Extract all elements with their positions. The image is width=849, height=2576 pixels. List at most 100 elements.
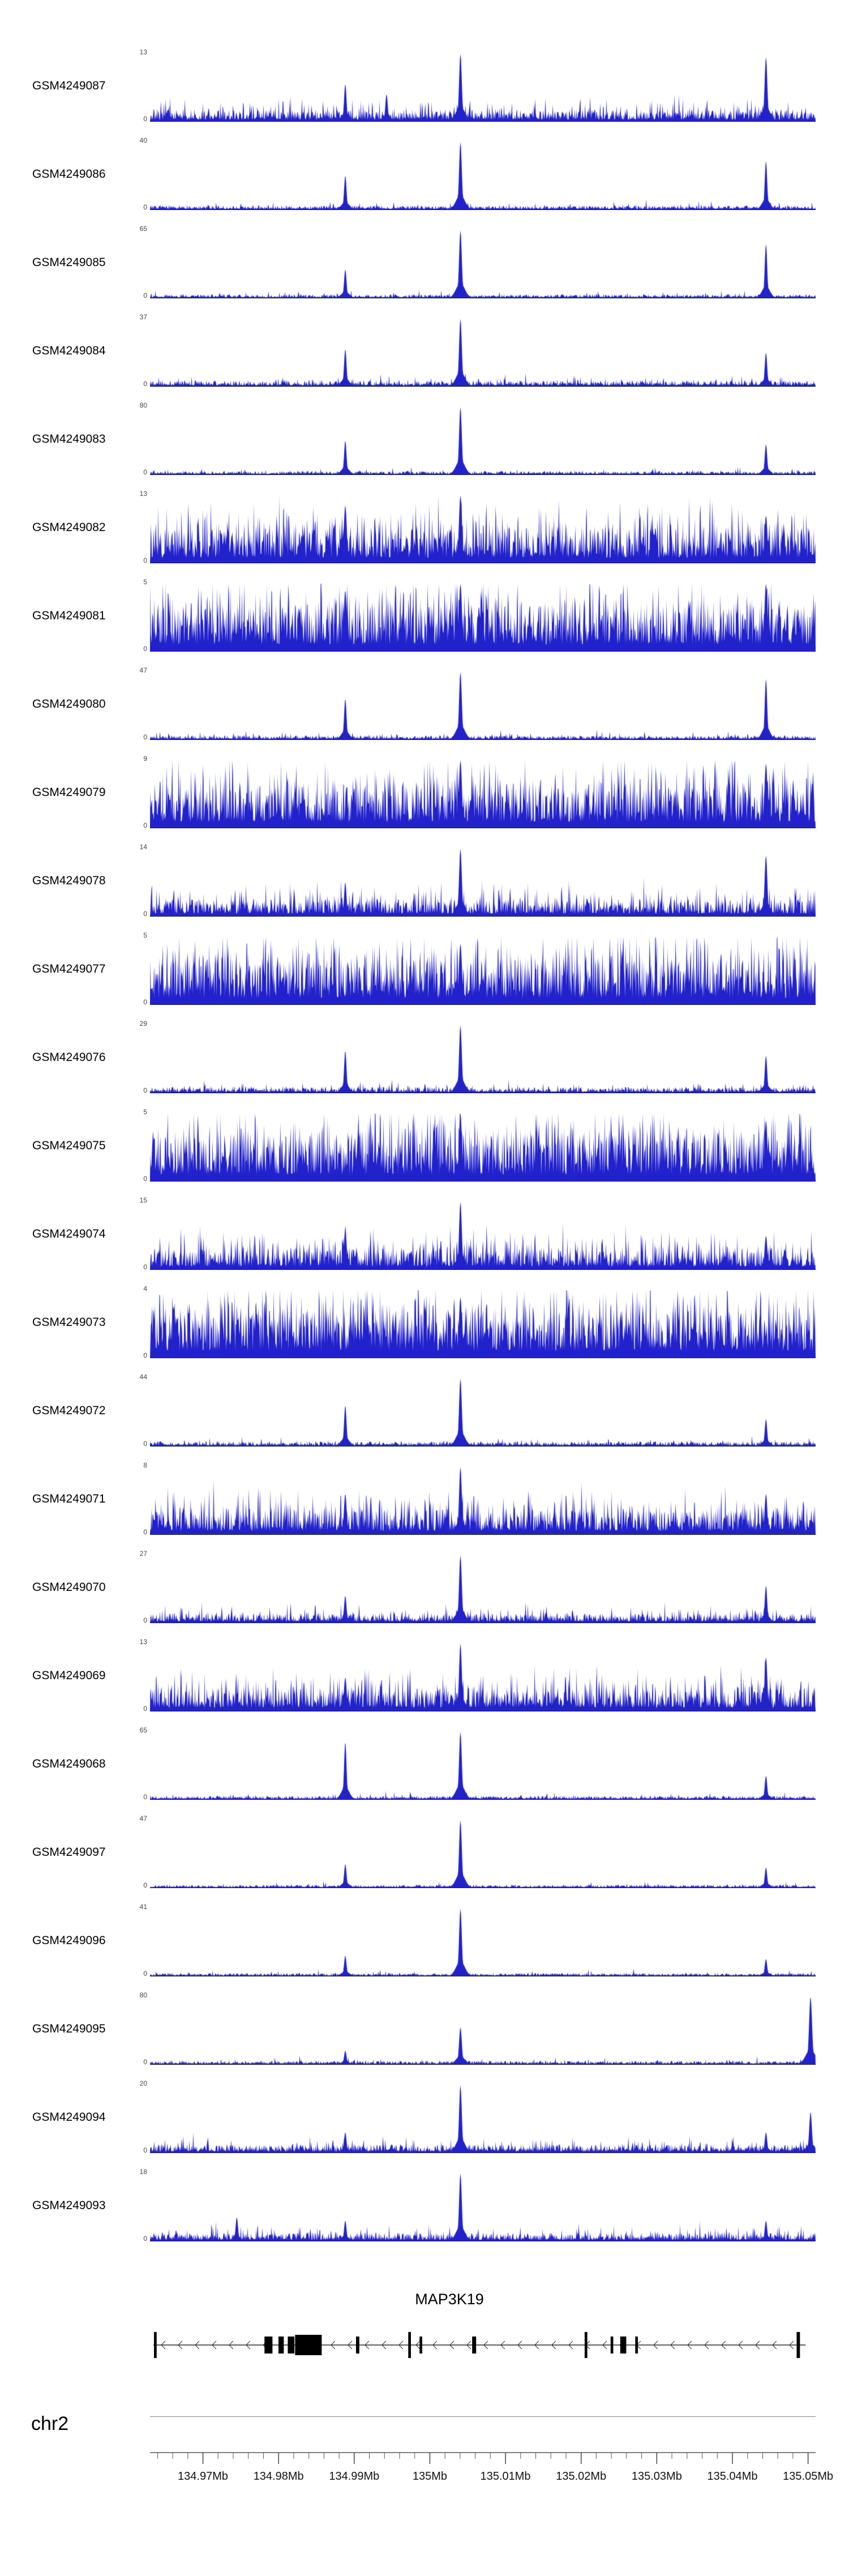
track-label: GSM4249093: [32, 2199, 106, 2212]
track-label: GSM4249087: [32, 79, 106, 92]
track-signal-canvas: [150, 317, 816, 386]
strand-arrow-icon: [398, 2340, 404, 2350]
exon-box: [408, 2332, 411, 2358]
track-row: GSM4249096 41 0: [0, 1894, 849, 1983]
strand-arrow-icon: [212, 2340, 217, 2350]
exon-box: [419, 2337, 422, 2354]
track-plot: [150, 229, 816, 298]
track-ymax-label: 80: [139, 401, 147, 409]
strand-arrow-icon: [331, 2340, 336, 2350]
track-ybase-label: 0: [143, 1263, 147, 1271]
strand-arrow-icon: [229, 2340, 234, 2350]
track-row: GSM4249073 4 0: [0, 1276, 849, 1364]
track-label: GSM4249078: [32, 874, 106, 887]
track-plot: [150, 52, 816, 122]
track-ymax-label: 14: [139, 843, 147, 851]
track-ybase-label: 0: [143, 115, 147, 123]
track-label: GSM4249094: [32, 2111, 106, 2124]
exon-box: [472, 2337, 477, 2354]
ruler-tick-label: 135.05Mb: [783, 2470, 833, 2483]
exon-box: [278, 2337, 284, 2354]
track-ybase-label: 0: [143, 1616, 147, 1624]
track-signal-canvas: [150, 1024, 816, 1093]
ruler-tick-label: 134.99Mb: [329, 2470, 379, 2483]
track-row: GSM4249081 5 0: [0, 570, 849, 658]
track-signal-canvas: [150, 1642, 816, 1711]
track-ymax-label: 18: [139, 2168, 147, 2176]
track-signal-canvas: [150, 140, 816, 209]
strand-arrow-icon: [161, 2340, 166, 2350]
track-ybase-label: 0: [143, 1175, 147, 1183]
track-label: GSM4249069: [32, 1669, 106, 1682]
track-ybase-label: 0: [143, 1086, 147, 1094]
track-plot: [150, 2172, 816, 2241]
strand-arrow-icon: [789, 2340, 794, 2350]
track-signal-canvas: [150, 1465, 816, 1534]
chromosome-label: chr2: [31, 2413, 69, 2434]
track-row: GSM4249071 8 0: [0, 1453, 849, 1541]
track-ymax-label: 15: [139, 1196, 147, 1204]
track-signal-canvas: [150, 229, 816, 298]
strand-arrow-icon: [772, 2340, 777, 2350]
track-row: GSM4249093 18 0: [0, 2159, 849, 2248]
track-ymax-label: 8: [143, 1461, 147, 1469]
track-ymax-label: 5: [143, 1108, 147, 1116]
strand-arrow-icon: [738, 2340, 743, 2350]
track-ymax-label: 47: [139, 1815, 147, 1822]
track-label: GSM4249068: [32, 1757, 106, 1770]
track-row: GSM4249072 44 0: [0, 1364, 849, 1453]
strand-arrow-icon: [348, 2340, 353, 2350]
track-row: GSM4249082 13 0: [0, 481, 849, 570]
signal-tracks: GSM4249087 13 0 GSM4249086 40 0 GSM4249085 65 0 G…: [0, 40, 849, 2248]
track-plot: [150, 494, 816, 563]
strand-arrow-icon: [483, 2340, 488, 2350]
track-signal-canvas: [150, 494, 816, 563]
track-plot: [150, 847, 816, 917]
track-plot: [150, 1024, 816, 1093]
track-ymax-label: 37: [139, 313, 147, 321]
track-plot: [150, 317, 816, 387]
track-row: GSM4249069 13 0: [0, 1629, 849, 1718]
exon-box: [288, 2337, 295, 2354]
ruler-tick-label: 135.04Mb: [707, 2470, 758, 2483]
track-plot: [150, 670, 816, 740]
track-ymax-label: 29: [139, 1020, 147, 1028]
track-signal-canvas: [150, 847, 816, 916]
track-row: GSM4249078 14 0: [0, 835, 849, 923]
track-label: GSM4249081: [32, 609, 106, 622]
track-ybase-label: 0: [143, 2058, 147, 2066]
track-signal-canvas: [150, 1818, 816, 1888]
track-ybase-label: 0: [143, 203, 147, 211]
track-signal-canvas: [150, 582, 816, 651]
ruler-tick-label: 135.03Mb: [632, 2470, 682, 2483]
track-plot: [150, 1289, 816, 1358]
track-ybase-label: 0: [143, 1351, 147, 1359]
track-ybase-label: 0: [143, 2235, 147, 2243]
track-ymax-label: 80: [139, 1991, 147, 1999]
exon-box: [355, 2337, 359, 2354]
ruler-tick-label: 135.01Mb: [481, 2470, 531, 2483]
track-plot: [150, 935, 816, 1005]
strand-arrow-icon: [178, 2340, 183, 2350]
track-ybase-label: 0: [143, 1793, 147, 1801]
strand-arrow-icon: [415, 2340, 421, 2350]
track-ybase-label: 0: [143, 2146, 147, 2154]
track-ybase-label: 0: [143, 998, 147, 1006]
strand-arrow-icon: [195, 2340, 200, 2350]
strand-arrow-icon: [246, 2340, 251, 2350]
strand-arrow-icon: [721, 2340, 726, 2350]
track-ymax-label: 65: [139, 225, 147, 233]
track-ymax-label: 41: [139, 1903, 147, 1911]
track-label: GSM4249080: [32, 698, 106, 711]
strand-arrow-icon: [568, 2340, 573, 2350]
track-signal-canvas: [150, 1200, 816, 1269]
track-plot: [150, 1907, 816, 1976]
track-ybase-label: 0: [143, 1440, 147, 1448]
track-plot: [150, 1200, 816, 1270]
strand-arrow-icon: [602, 2340, 607, 2350]
strand-arrow-icon: [432, 2340, 438, 2350]
track-label: GSM4249082: [32, 521, 106, 534]
track-row: GSM4249076 29 0: [0, 1011, 849, 1099]
track-row: GSM4249086 40 0: [0, 128, 849, 216]
track-ymax-label: 4: [143, 1285, 147, 1293]
